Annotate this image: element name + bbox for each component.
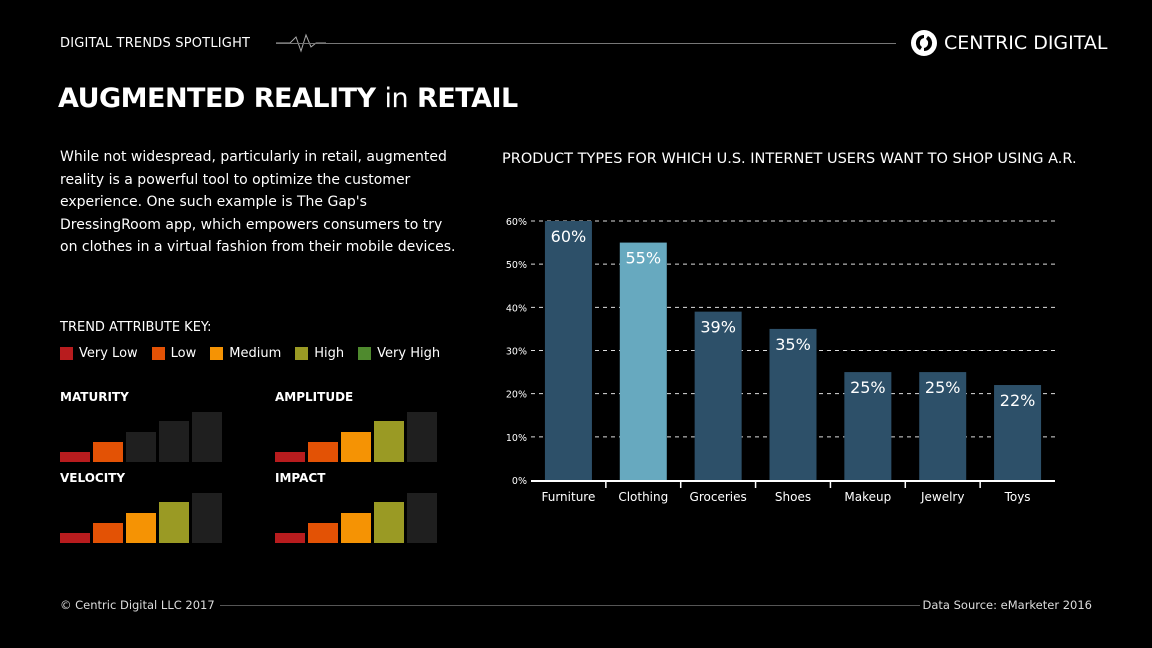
y-tick-label: 30%	[506, 347, 527, 358]
pulse-icon	[276, 33, 326, 53]
bar-shoes	[769, 328, 817, 480]
x-tick-label: Furniture	[541, 490, 595, 504]
level-bar	[341, 432, 371, 462]
x-tick-label: Clothing	[618, 490, 668, 504]
legend-item: Very High	[358, 346, 440, 361]
data-label: 25%	[850, 378, 886, 397]
legend-swatch	[295, 347, 309, 360]
legend-label: Medium	[229, 346, 282, 361]
key-legend: Very Low Low Medium High Very High	[60, 346, 440, 361]
header-divider	[276, 43, 896, 44]
x-tick-label: Groceries	[690, 490, 747, 504]
legend-item: High	[295, 346, 344, 361]
data-label: 22%	[1000, 391, 1036, 410]
y-tick-label: 20%	[506, 390, 527, 401]
y-tick-label: 10%	[506, 433, 527, 444]
level-bar	[374, 502, 404, 543]
data-label: 35%	[775, 335, 811, 354]
title-part: RETAIL	[417, 83, 518, 114]
intro-text: While not widespread, particularly in re…	[60, 149, 456, 255]
footer-divider	[220, 605, 920, 606]
bar-furniture	[544, 221, 592, 480]
copyright: © Centric Digital LLC 2017	[60, 598, 215, 612]
legend-item: Very Low	[60, 346, 138, 361]
x-tick-label: Shoes	[775, 490, 811, 504]
brand-logo: CENTRIC DIGITAL	[910, 29, 1107, 57]
data-label: 60%	[551, 227, 587, 246]
kicker: DIGITAL TRENDS SPOTLIGHT	[60, 36, 251, 51]
level-bar	[275, 452, 305, 462]
legend-label: High	[314, 346, 345, 361]
level-bar	[93, 442, 123, 462]
attribute-velocity: VELOCITY	[60, 471, 225, 543]
level-bar	[341, 513, 371, 543]
attribute-label: AMPLITUDE	[275, 390, 354, 404]
y-tick-label: 40%	[506, 303, 527, 314]
attribute-amplitude: AMPLITUDE	[275, 390, 440, 462]
level-bar	[126, 432, 156, 462]
key-title: TREND ATTRIBUTE KEY:	[60, 320, 212, 335]
attribute-label: MATURITY	[60, 390, 129, 404]
level-bar	[192, 412, 222, 462]
level-bar	[126, 513, 156, 543]
data-label: 55%	[626, 249, 662, 268]
x-tick-label: Toys	[1004, 490, 1031, 504]
level-bar	[407, 412, 437, 462]
level-bar	[159, 421, 189, 462]
level-bar	[407, 493, 437, 543]
attribute-impact: IMPACT	[275, 471, 440, 543]
legend-label: Very High	[377, 346, 441, 361]
attribute-maturity: MATURITY	[60, 390, 225, 462]
y-tick-label: 60%	[506, 217, 527, 228]
y-tick-label: 0%	[512, 476, 527, 487]
data-label: 25%	[925, 378, 961, 397]
legend-label: Very Low	[79, 346, 138, 361]
bar-makeup	[844, 372, 892, 480]
level-bar	[308, 442, 338, 462]
title-part: AUGMENTED REALITY	[58, 83, 376, 114]
brand-name: CENTRIC DIGITAL	[944, 32, 1108, 54]
legend-swatch	[151, 347, 165, 360]
bar-toys	[994, 385, 1042, 480]
logo-icon	[911, 30, 937, 56]
data-label: 39%	[700, 318, 736, 337]
bar-chart: 0% 10% 20% 30% 40% 50% 60% 60% Furniture 55% Cloth…	[506, 217, 1055, 504]
bar-jewelry	[919, 372, 967, 480]
legend-label: Low	[170, 346, 197, 361]
level-bar	[159, 502, 189, 543]
level-bar	[374, 421, 404, 462]
level-bar	[308, 523, 338, 543]
y-tick-label: 50%	[506, 260, 527, 271]
legend-item: Medium	[210, 346, 281, 361]
level-bar	[93, 523, 123, 543]
data-source: Data Source: eMarketer 2016	[922, 598, 1092, 612]
legend-swatch	[60, 347, 73, 360]
x-tick-label: Jewelry	[920, 490, 965, 504]
level-bar	[60, 533, 90, 543]
bar-groceries	[694, 311, 742, 480]
x-tick-label: Makeup	[844, 490, 891, 504]
level-bar	[60, 452, 90, 462]
page-title: AUGMENTED REALITY in RETAIL	[58, 83, 518, 114]
attribute-label: IMPACT	[275, 471, 326, 485]
bar-clothing	[619, 242, 667, 480]
legend-item: Low	[151, 346, 197, 361]
legend-swatch	[210, 347, 224, 360]
title-part: in	[384, 83, 409, 114]
level-bar	[275, 533, 305, 543]
chart-title: PRODUCT TYPES FOR WHICH U.S. INTERNET US…	[502, 151, 1077, 167]
legend-swatch	[358, 347, 372, 360]
level-bar	[192, 493, 222, 543]
attribute-label: VELOCITY	[60, 471, 126, 485]
